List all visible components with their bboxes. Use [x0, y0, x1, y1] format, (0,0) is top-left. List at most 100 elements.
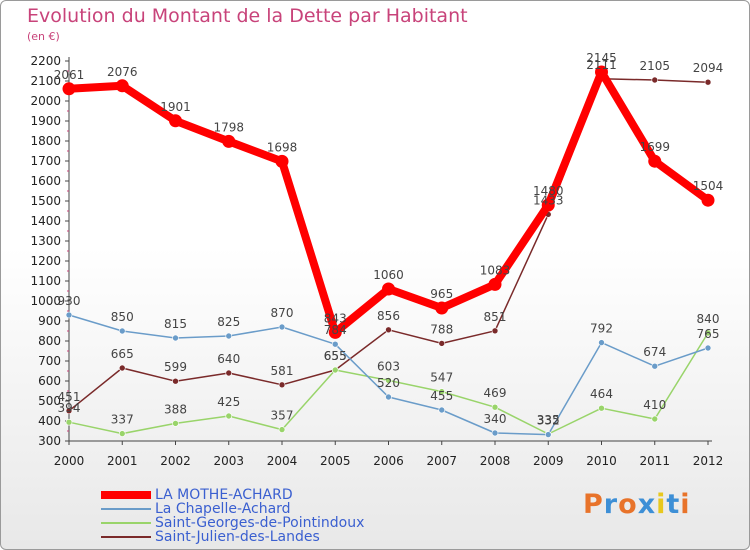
data-label-saint-julien-des-landes: 599	[164, 360, 187, 374]
y-tick-label: 1500	[30, 194, 61, 208]
data-label-la-mothe-achard: 1060	[373, 268, 404, 282]
data-point-la-chapelle-achard	[65, 311, 73, 319]
x-tick-label: 2003	[213, 454, 244, 468]
data-label-saint-julien-des-landes: 856	[377, 309, 400, 323]
data-point-saint-georges-de-pointindoux	[385, 377, 392, 384]
data-label-saint-georges-de-pointindoux: 357	[271, 409, 294, 423]
legend-swatch-la-mothe-achard	[101, 491, 151, 499]
data-point-la-chapelle-achard	[544, 431, 552, 438]
data-label-la-mothe-achard: 965	[430, 287, 453, 301]
data-label-la-chapelle-achard: 674	[643, 345, 666, 359]
chart-unit: (en €)	[27, 30, 60, 43]
x-tick-label: 2012	[693, 454, 724, 468]
data-point-saint-georges-de-pointindoux	[65, 418, 73, 426]
data-label-saint-georges-de-pointindoux: 464	[590, 387, 613, 401]
data-label-la-mothe-achard: 1798	[213, 120, 244, 134]
data-point-la-mothe-achard	[275, 154, 289, 168]
data-point-saint-julien-des-landes	[438, 340, 446, 347]
x-tick-label: 2010	[586, 454, 617, 468]
data-point-saint-julien-des-landes	[278, 381, 286, 389]
data-label-la-mothe-achard: 1699	[639, 140, 670, 154]
data-point-la-chapelle-achard	[491, 429, 499, 437]
data-label-saint-georges-de-pointindoux: 394	[58, 401, 81, 415]
data-label-la-mothe-achard: 1083	[480, 263, 511, 277]
data-label-saint-julien-des-landes: 2111	[586, 58, 617, 72]
y-tick-label: 1800	[30, 134, 61, 148]
data-label-saint-julien-des-landes: 581	[271, 364, 294, 378]
data-label-la-chapelle-achard: 815	[164, 317, 187, 331]
data-point-saint-julien-des-landes	[172, 377, 179, 385]
data-label-la-mothe-achard: 2061	[54, 68, 85, 82]
data-label-saint-julien-des-landes: 1433	[533, 193, 564, 207]
data-label-la-mothe-achard: 1698	[267, 140, 298, 154]
y-tick-label: 500	[38, 394, 61, 408]
x-tick-label: 2001	[107, 454, 138, 468]
x-tick-label: 2007	[426, 454, 457, 468]
legend: LA MOTHE-ACHARD La Chapelle-Achard Saint…	[101, 487, 421, 547]
data-label-saint-georges-de-pointindoux: 410	[643, 398, 666, 412]
data-point-saint-julien-des-landes	[651, 76, 659, 84]
x-tick-label: 2011	[639, 454, 670, 468]
data-label-saint-julien-des-landes: 451	[58, 390, 81, 404]
chart-title: Evolution du Montant de la Dette par Hab…	[27, 5, 468, 27]
data-label-la-chapelle-achard: 784	[324, 323, 347, 337]
data-point-la-chapelle-achard	[118, 327, 126, 335]
logo-letter: i	[680, 489, 691, 520]
data-point-la-chapelle-achard	[278, 323, 286, 331]
data-point-la-chapelle-achard	[331, 340, 339, 348]
data-label-la-chapelle-achard: 870	[271, 306, 294, 320]
y-tick-label: 1300	[30, 234, 61, 248]
logo-letter: i	[656, 489, 667, 520]
data-point-la-chapelle-achard	[438, 406, 446, 414]
data-label-la-mothe-achard: 843	[324, 311, 347, 325]
x-tick-label: 2004	[267, 454, 298, 468]
legend-label-saint-julien: Saint-Julien-des-Landes	[155, 529, 320, 545]
data-point-la-chapelle-achard	[598, 339, 605, 346]
data-label-saint-georges-de-pointindoux: 547	[430, 371, 453, 385]
proxiti-logo: Proxiti	[583, 489, 691, 520]
legend-label-la-chapelle-achard: La Chapelle-Achard	[155, 501, 291, 517]
data-point-la-mothe-achard	[382, 282, 395, 296]
legend-swatch-la-chapelle-achard	[101, 508, 151, 510]
data-point-saint-georges-de-pointindoux	[598, 404, 605, 412]
data-label-saint-georges-de-pointindoux: 603	[377, 359, 400, 373]
data-point-la-mothe-achard	[222, 134, 236, 148]
legend-swatch-saint-georges	[101, 522, 151, 524]
data-label-saint-georges-de-pointindoux: 425	[217, 395, 240, 409]
data-point-saint-julien-des-landes	[385, 326, 392, 334]
data-point-saint-georges-de-pointindoux	[278, 426, 286, 433]
y-tick-label: 2200	[30, 54, 61, 68]
y-tick-label: 800	[38, 334, 61, 348]
data-label-la-chapelle-achard: 765	[697, 327, 720, 341]
data-label-la-chapelle-achard: 332	[537, 414, 560, 428]
data-label-la-chapelle-achard: 340	[484, 412, 507, 426]
x-tick-label: 2008	[480, 454, 511, 468]
data-point-saint-georges-de-pointindoux	[225, 412, 233, 420]
x-tick-label: 2005	[320, 454, 351, 468]
data-point-saint-julien-des-landes	[65, 407, 73, 415]
data-point-la-mothe-achard	[701, 193, 715, 207]
y-tick-label: 1400	[30, 214, 61, 228]
data-label-saint-georges-de-pointindoux: 337	[111, 413, 134, 427]
data-point-la-chapelle-achard	[704, 344, 712, 352]
y-tick-label: 700	[38, 354, 61, 368]
data-point-la-mothe-achard	[62, 82, 76, 96]
y-tick-label: 2000	[30, 94, 61, 108]
data-label-saint-georges-de-pointindoux: 469	[484, 386, 507, 400]
x-tick-label: 2000	[54, 454, 85, 468]
data-label-saint-julien-des-landes: 2094	[693, 61, 724, 75]
data-point-la-mothe-achard	[595, 65, 608, 79]
data-point-la-chapelle-achard	[651, 362, 659, 370]
data-label-la-mothe-achard: 1901	[160, 100, 191, 114]
data-point-saint-julien-des-landes	[704, 78, 712, 86]
logo-letter: r	[603, 489, 619, 520]
data-label-la-chapelle-achard: 792	[590, 322, 613, 336]
data-point-la-mothe-achard	[648, 154, 662, 168]
y-tick-label: 1700	[30, 154, 61, 168]
data-point-saint-julien-des-landes	[491, 327, 499, 335]
y-tick-label: 1000	[30, 294, 61, 308]
data-label-saint-julien-des-landes: 2105	[639, 59, 670, 73]
data-label-la-mothe-achard: 2076	[107, 65, 138, 79]
data-point-la-chapelle-achard	[225, 332, 233, 340]
